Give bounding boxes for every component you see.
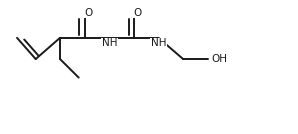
Text: OH: OH [211,54,227,64]
Text: O: O [84,8,92,18]
Text: NH: NH [151,38,166,48]
Text: O: O [133,8,142,18]
Text: NH: NH [102,38,117,48]
